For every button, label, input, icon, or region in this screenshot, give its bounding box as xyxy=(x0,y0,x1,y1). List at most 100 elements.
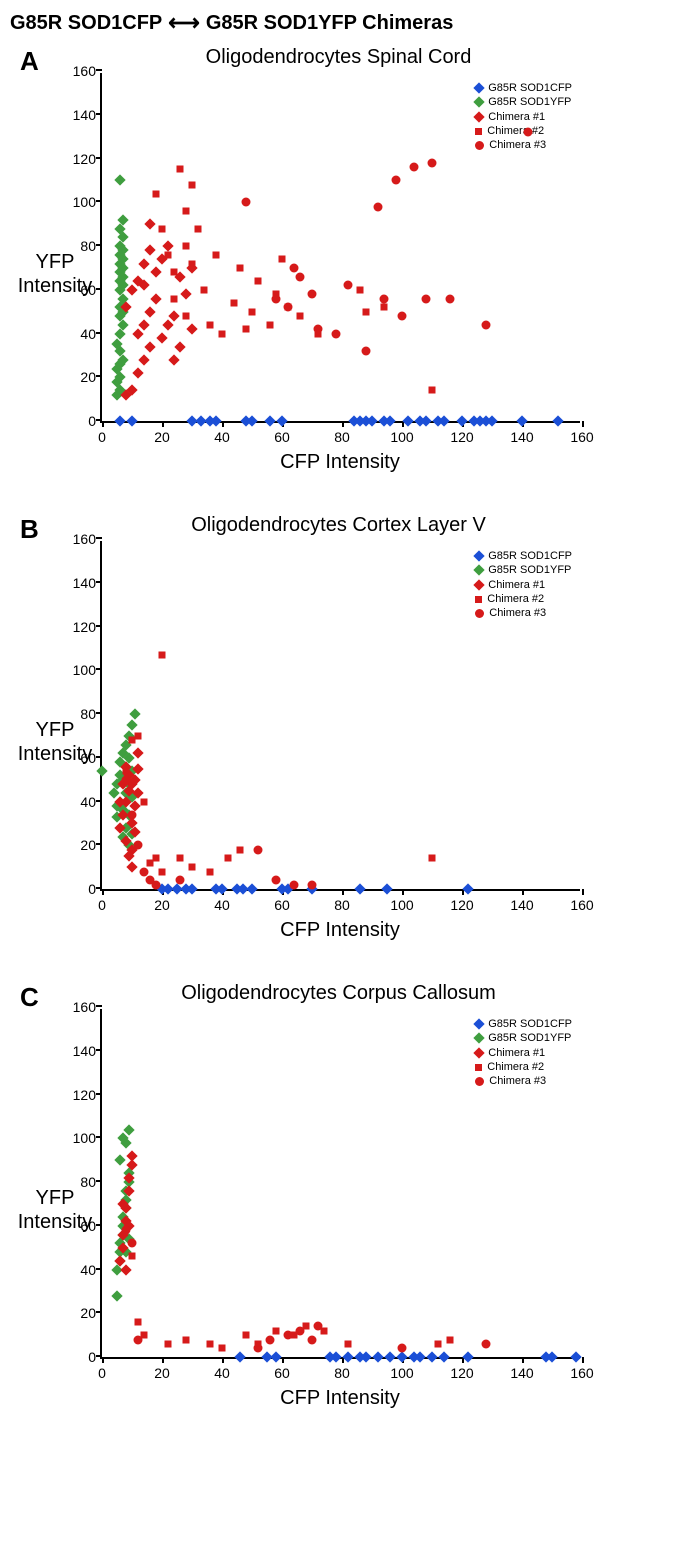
data-point xyxy=(159,868,166,875)
data-point xyxy=(134,1335,143,1344)
data-point xyxy=(272,294,281,303)
ytick-mark xyxy=(96,756,102,758)
data-point xyxy=(254,1344,263,1353)
ytick-mark xyxy=(96,1355,102,1357)
data-point xyxy=(126,415,137,426)
legend-label: G85R SOD1YFP xyxy=(488,1031,571,1045)
data-point xyxy=(168,354,179,365)
ytick-mark xyxy=(96,157,102,159)
legend-label: Chimera #3 xyxy=(489,606,546,620)
data-point xyxy=(482,1339,491,1348)
data-point xyxy=(140,867,149,876)
data-point xyxy=(177,855,184,862)
data-point xyxy=(267,321,274,328)
legend-label: G85R SOD1CFP xyxy=(488,549,572,563)
data-point xyxy=(183,1336,190,1343)
legend-label: Chimera #1 xyxy=(488,110,545,124)
ytick-label: 100 xyxy=(66,662,96,678)
ytick-mark xyxy=(96,113,102,115)
arrow-icon: ⟷ xyxy=(168,10,200,36)
data-point xyxy=(174,341,185,352)
legend-marker-icon xyxy=(474,82,485,93)
data-point xyxy=(138,354,149,365)
data-point xyxy=(272,876,281,885)
panel-A: AOligodendrocytes Spinal CordYFPIntensit… xyxy=(10,46,667,474)
data-point xyxy=(150,267,161,278)
xtick-label: 20 xyxy=(154,1365,170,1381)
xtick-label: 120 xyxy=(450,897,473,913)
data-point xyxy=(254,845,263,854)
data-point xyxy=(255,278,262,285)
ytick-mark xyxy=(96,712,102,714)
data-point xyxy=(114,1154,125,1165)
data-point xyxy=(398,312,407,321)
xtick-label: 40 xyxy=(214,429,230,445)
data-point xyxy=(162,319,173,330)
data-point xyxy=(207,1340,214,1347)
data-point xyxy=(171,269,178,276)
xtick-mark xyxy=(402,889,404,895)
legend-label: Chimera #1 xyxy=(488,578,545,592)
panel-title: Oligodendrocytes Corpus Callosum xyxy=(10,982,667,1005)
ytick-label: 20 xyxy=(66,369,96,385)
data-point xyxy=(171,295,178,302)
ytick-mark xyxy=(96,1311,102,1313)
data-point xyxy=(135,732,142,739)
legend-row: Chimera #2 xyxy=(475,1060,572,1074)
data-point xyxy=(159,225,166,232)
data-point xyxy=(308,1335,317,1344)
xtick-label: 0 xyxy=(98,1365,106,1381)
ytick-mark xyxy=(96,1268,102,1270)
chart-row: YFPIntensityG85R SOD1CFPG85R SOD1YFPChim… xyxy=(10,1009,667,1410)
legend-row: Chimera #1 xyxy=(475,1046,572,1060)
ytick-label: 60 xyxy=(66,1218,96,1234)
legend-marker-icon xyxy=(474,1018,485,1029)
data-point xyxy=(344,281,353,290)
data-point xyxy=(165,251,172,258)
data-point xyxy=(354,883,365,894)
data-point xyxy=(279,256,286,263)
xtick-label: 120 xyxy=(450,1365,473,1381)
xtick-label: 100 xyxy=(390,897,413,913)
legend-row: G85R SOD1YFP xyxy=(475,563,572,577)
data-point xyxy=(482,320,491,329)
data-point xyxy=(447,1336,454,1343)
data-point xyxy=(195,225,202,232)
legend-marker-icon xyxy=(474,1047,485,1058)
data-point xyxy=(213,251,220,258)
ytick-label: 140 xyxy=(66,107,96,123)
data-point xyxy=(176,876,185,885)
legend-row: G85R SOD1YFP xyxy=(475,1031,572,1045)
data-point xyxy=(422,294,431,303)
data-point xyxy=(153,190,160,197)
ytick-mark xyxy=(96,1224,102,1226)
xtick-mark xyxy=(222,1357,224,1363)
legend-row: Chimera #1 xyxy=(475,110,572,124)
xtick-mark xyxy=(522,889,524,895)
ytick-label: 60 xyxy=(66,750,96,766)
legend-marker-icon xyxy=(474,97,485,108)
data-point xyxy=(332,329,341,338)
xtick-label: 0 xyxy=(98,429,106,445)
data-point xyxy=(276,415,287,426)
legend-label: Chimera #2 xyxy=(487,592,544,606)
xtick-mark xyxy=(522,1357,524,1363)
data-point xyxy=(219,330,226,337)
ytick-mark xyxy=(96,244,102,246)
data-point xyxy=(456,415,467,426)
data-point xyxy=(96,765,107,776)
xtick-label: 160 xyxy=(570,429,593,445)
data-point xyxy=(308,880,317,889)
plot-area: G85R SOD1CFPG85R SOD1YFPChimera #1Chimer… xyxy=(100,73,580,423)
ytick-mark xyxy=(96,581,102,583)
data-point xyxy=(284,303,293,312)
xtick-mark xyxy=(222,421,224,427)
data-point xyxy=(114,175,125,186)
data-point xyxy=(428,158,437,167)
panel-letter: C xyxy=(20,982,39,1013)
data-point xyxy=(189,181,196,188)
ytick-label: 40 xyxy=(66,326,96,342)
data-point xyxy=(177,166,184,173)
xtick-mark xyxy=(102,421,104,427)
ytick-label: 120 xyxy=(66,151,96,167)
